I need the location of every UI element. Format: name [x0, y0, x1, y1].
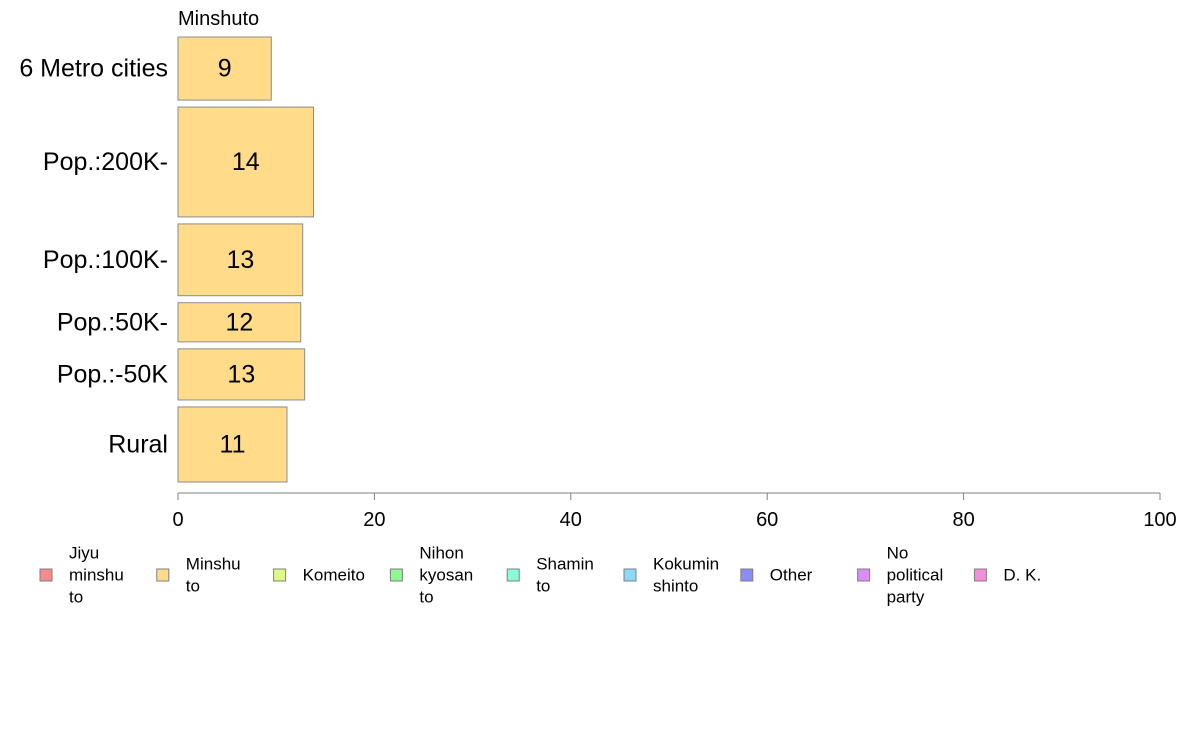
bar: [177, 223, 304, 297]
legend-label: No political party: [887, 544, 944, 607]
legend-label: Nihon kyosan to: [419, 544, 473, 607]
value-label: 13: [226, 246, 254, 274]
value-label: 9: [218, 55, 232, 83]
legend-label-line: to: [536, 577, 550, 596]
legend-label-line: Shamin: [536, 555, 594, 574]
legend-label-line: minshu: [69, 566, 124, 585]
category-label: 6 Metro cities: [19, 55, 168, 83]
bar: [177, 348, 306, 401]
legend-swatch: [506, 568, 520, 582]
legend-swatch: [623, 568, 637, 582]
legend: Jiyu minshu to Minshu to Komeito Nihon kyosan to…: [39, 544, 1041, 607]
legend-label: D. K.: [1003, 566, 1041, 585]
legend-label-line: No: [887, 544, 909, 563]
legend-label-line: Komeito: [303, 566, 365, 585]
legend-swatch: [273, 568, 287, 582]
legend-swatch: [857, 568, 871, 582]
legend-label-line: D. K.: [1003, 566, 1041, 585]
legend-label-line: Nihon: [419, 544, 463, 563]
legend-label-line: to: [186, 577, 200, 596]
x-tick-label: 20: [363, 509, 385, 531]
x-axis: 0 20 40 60 80 100: [172, 492, 1177, 531]
bar: [177, 106, 315, 218]
legend-label-line: political: [887, 566, 944, 585]
x-tick-label: 100: [1143, 509, 1176, 531]
bar: [177, 406, 288, 483]
legend-swatch: [973, 568, 987, 582]
bar: [177, 36, 272, 101]
legend-label: Kokumin shinto: [653, 555, 719, 596]
legend-label: Minshu to: [186, 555, 241, 596]
legend-label-line: to: [419, 588, 433, 607]
x-tick-label: 80: [952, 509, 974, 531]
legend-swatch: [156, 568, 170, 582]
category-label: Pop.:50K-: [57, 308, 168, 336]
value-label: 11: [220, 430, 246, 458]
category-label: Pop.:-50K: [57, 360, 169, 388]
x-tick-label: 0: [172, 509, 183, 531]
legend-label-line: party: [887, 588, 925, 607]
legend-label-line: Jiyu: [69, 544, 99, 563]
panel-title: Minshuto: [178, 8, 259, 30]
x-tick-label: 40: [560, 509, 582, 531]
category-label: Pop.:100K-: [43, 246, 168, 274]
legend-swatch: [389, 568, 403, 582]
legend-label: Komeito: [303, 566, 365, 585]
legend-swatch: [39, 568, 53, 582]
value-label: 12: [225, 308, 253, 336]
category-label: Pop.:200K-: [43, 148, 168, 176]
legend-label-line: Other: [770, 566, 813, 585]
legend-label: Other: [770, 566, 813, 585]
legend-label-line: Kokumin: [653, 555, 719, 574]
legend-swatch: [740, 568, 754, 582]
legend-label-line: kyosan: [419, 566, 473, 585]
category-label: Rural: [108, 430, 168, 458]
x-tick-label: 60: [756, 509, 778, 531]
legend-label: Shamin to: [536, 555, 594, 596]
value-label: 13: [227, 360, 255, 388]
legend-label: Jiyu minshu to: [69, 544, 124, 607]
value-label: 14: [232, 148, 260, 176]
bar: [177, 302, 302, 343]
legend-label-line: Minshu: [186, 555, 241, 574]
bars-group: 6 Metro cities 9 Pop.:200K- 14 Pop.:100K- 13 P…: [19, 36, 315, 483]
legend-label-line: shinto: [653, 577, 698, 596]
legend-label-line: to: [69, 588, 83, 607]
